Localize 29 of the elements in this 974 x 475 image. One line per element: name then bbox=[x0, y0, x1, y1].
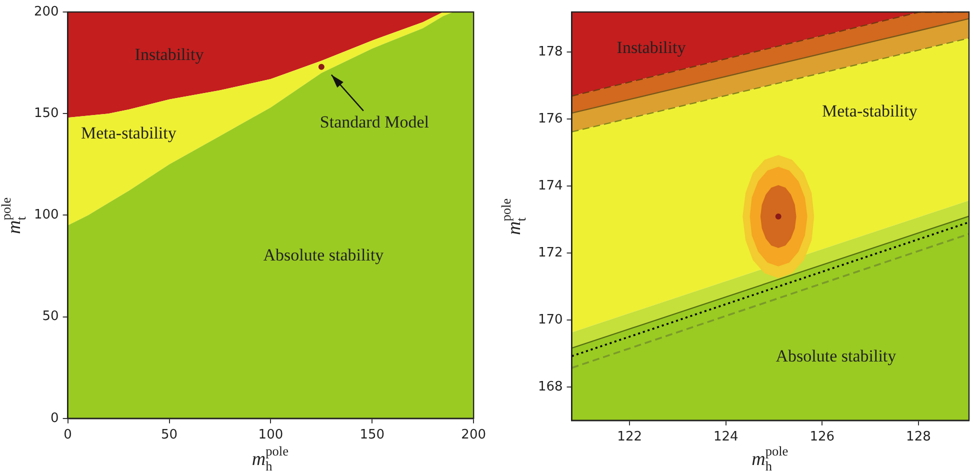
series-label: Instability bbox=[134, 44, 204, 64]
x-tick-label: 150 bbox=[360, 428, 385, 443]
series-label: Meta-stability bbox=[80, 123, 177, 142]
y-tick-label: 172 bbox=[538, 245, 563, 260]
y-axis-title: mtpole bbox=[0, 197, 29, 234]
y-tick-label: 100 bbox=[34, 208, 59, 223]
y-tick-label: 50 bbox=[42, 309, 59, 324]
x-tick-label: 100 bbox=[258, 428, 284, 443]
y-tick-label: 168 bbox=[538, 379, 563, 394]
x-tick-label: 128 bbox=[906, 430, 931, 445]
y-tick-label: 150 bbox=[34, 106, 59, 121]
x-tick-label: 122 bbox=[617, 430, 642, 445]
x-tick-label: 200 bbox=[461, 428, 486, 443]
y-tick-label: 0 bbox=[50, 410, 59, 426]
series-label: Meta-stability bbox=[822, 102, 918, 121]
annotation: Standard Model bbox=[320, 112, 430, 132]
series-label: Absolute stability bbox=[776, 346, 897, 366]
y-axis-title: mtpole bbox=[498, 198, 529, 236]
x-tick-label: 126 bbox=[810, 430, 835, 445]
series-label: Instability bbox=[616, 38, 686, 58]
x-tick-label: 50 bbox=[160, 428, 178, 443]
y-tick-label: 174 bbox=[538, 178, 563, 194]
x-tick-label: 124 bbox=[713, 430, 738, 445]
y-tick-label: 200 bbox=[34, 4, 59, 20]
y-tick-label: 176 bbox=[538, 111, 563, 126]
y-tick-label: 178 bbox=[538, 44, 563, 60]
series-label: Absolute stability bbox=[263, 245, 384, 264]
y-tick-label: 170 bbox=[538, 312, 563, 328]
x-tick-label: 0 bbox=[64, 428, 72, 443]
